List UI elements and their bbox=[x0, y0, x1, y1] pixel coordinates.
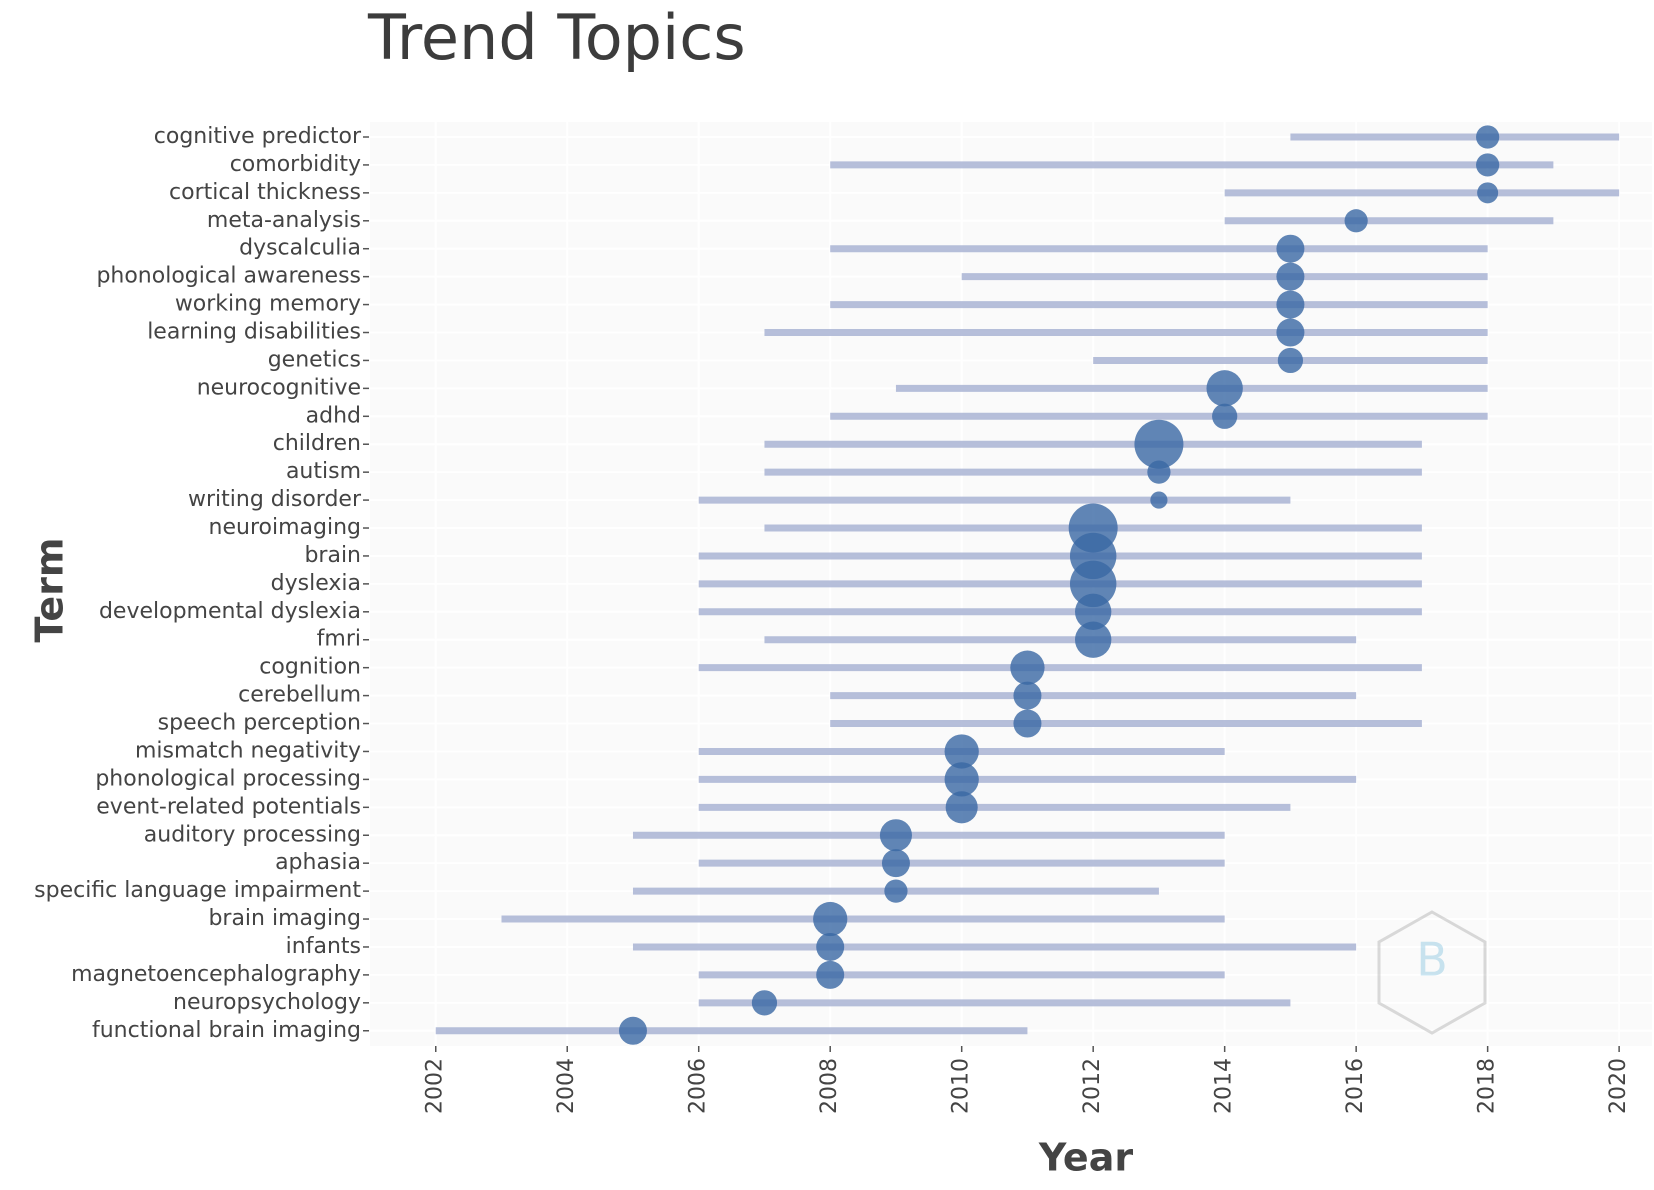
median-dot bbox=[944, 762, 979, 797]
y-tick-label: brain imaging bbox=[208, 906, 361, 931]
chart-title: Trend Topics bbox=[367, 1, 746, 74]
y-tick-label: specific language impairment bbox=[34, 878, 361, 903]
y-tick-label: magnetoencephalography bbox=[71, 962, 361, 987]
y-tick-label: functional brain imaging bbox=[92, 1018, 361, 1043]
y-tick-label: meta-analysis bbox=[207, 208, 361, 233]
median-dot bbox=[1344, 209, 1368, 233]
median-dot bbox=[1212, 403, 1238, 429]
median-dot bbox=[1277, 347, 1304, 374]
y-tick-label: writing disorder bbox=[188, 487, 362, 512]
median-dot bbox=[816, 932, 845, 961]
median-dot bbox=[945, 791, 978, 824]
y-tick-label: cortical thickness bbox=[169, 180, 361, 205]
median-dot bbox=[1069, 560, 1117, 608]
y-tick-label: neuroimaging bbox=[209, 515, 361, 540]
median-dot bbox=[1010, 650, 1045, 685]
median-dot bbox=[1150, 491, 1168, 509]
median-dot bbox=[944, 734, 979, 769]
y-tick-label: cognitive predictor bbox=[154, 124, 362, 149]
median-dot bbox=[618, 1016, 647, 1045]
y-tick-label: neuropsychology bbox=[173, 990, 361, 1015]
median-dot bbox=[1206, 370, 1243, 407]
y-tick-label: auditory processing bbox=[144, 822, 361, 847]
svg-text:B: B bbox=[1416, 933, 1448, 987]
median-dot bbox=[1276, 234, 1305, 263]
x-tick-label: 2012 bbox=[1080, 1058, 1105, 1114]
y-tick-label: developmental dyslexia bbox=[99, 599, 361, 624]
median-dot bbox=[1013, 709, 1042, 738]
median-dot bbox=[1074, 593, 1112, 630]
median-dot bbox=[1013, 681, 1042, 710]
y-tick-label: comorbidity bbox=[230, 152, 361, 177]
median-dot bbox=[1147, 460, 1171, 484]
median-dot bbox=[881, 849, 910, 878]
median-dot bbox=[1134, 419, 1184, 469]
median-dot bbox=[884, 879, 908, 903]
y-tick-label: brain bbox=[304, 543, 361, 568]
x-tick-label: 2002 bbox=[423, 1058, 448, 1114]
y-tick-label: aphasia bbox=[275, 850, 361, 875]
median-dot bbox=[1276, 290, 1305, 319]
x-tick-label: 2014 bbox=[1212, 1058, 1237, 1114]
y-tick-label: neurocognitive bbox=[197, 375, 361, 400]
y-tick-label: mismatch negativity bbox=[135, 738, 361, 763]
y-tick-label: genetics bbox=[268, 347, 361, 372]
y-tick-label: event-related potentials bbox=[96, 794, 361, 819]
median-dot bbox=[751, 990, 778, 1016]
y-tick-label: learning disabilities bbox=[147, 320, 361, 345]
median-dot bbox=[1074, 621, 1112, 658]
y-tick-label: fmri bbox=[317, 627, 361, 652]
median-dot bbox=[1477, 182, 1499, 204]
x-tick-label: 2004 bbox=[554, 1058, 579, 1114]
y-tick-label: speech perception bbox=[158, 711, 361, 736]
y-tick-label: phonological awareness bbox=[96, 264, 361, 289]
watermark: B bbox=[1377, 910, 1487, 1035]
y-tick-label: phonological processing bbox=[95, 766, 361, 791]
median-dot bbox=[879, 819, 912, 852]
median-dot bbox=[1276, 262, 1305, 291]
y-tick-label: adhd bbox=[306, 403, 361, 428]
x-tick-label: 2006 bbox=[686, 1058, 711, 1114]
y-tick-label: cognition bbox=[259, 655, 361, 680]
median-dot bbox=[816, 960, 845, 989]
median-dot bbox=[1476, 125, 1500, 149]
y-axis-title: Term bbox=[28, 538, 72, 643]
x-tick-label: 2020 bbox=[1606, 1058, 1631, 1114]
x-axis-title: Year bbox=[1038, 1136, 1133, 1180]
x-tick-label: 2010 bbox=[949, 1058, 974, 1114]
median-dot bbox=[1276, 318, 1305, 347]
y-tick-label: children bbox=[273, 431, 361, 456]
y-tick-label: cerebellum bbox=[238, 683, 361, 708]
y-tick-label: dyscalculia bbox=[239, 236, 361, 261]
x-tick-label: 2008 bbox=[817, 1058, 842, 1114]
median-dot bbox=[813, 901, 848, 937]
x-tick-label: 2018 bbox=[1475, 1058, 1500, 1114]
y-tick-label: infants bbox=[286, 934, 361, 959]
y-tick-label: autism bbox=[286, 459, 361, 484]
y-tick-label: dyslexia bbox=[271, 571, 361, 596]
y-tick-label: working memory bbox=[175, 292, 361, 317]
median-dot bbox=[1476, 153, 1500, 177]
x-tick-label: 2016 bbox=[1343, 1058, 1368, 1114]
